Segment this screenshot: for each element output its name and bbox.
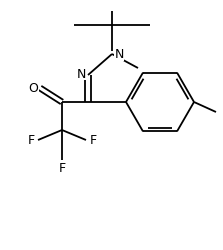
Text: F: F [89,134,97,147]
Text: F: F [58,162,66,175]
Text: N: N [114,48,124,61]
Text: O: O [28,82,38,95]
Text: F: F [27,134,35,147]
Text: N: N [76,67,86,80]
